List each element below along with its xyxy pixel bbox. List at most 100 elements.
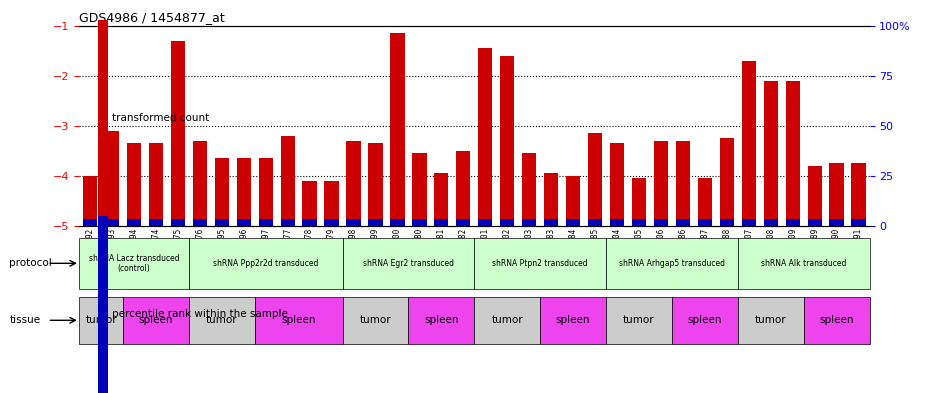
Bar — [457, 219, 471, 226]
Bar — [474, 297, 540, 344]
Bar — [720, 219, 734, 226]
Text: tissue: tissue — [9, 315, 40, 325]
Text: shRNA Egr2 transduced: shRNA Egr2 transduced — [363, 259, 454, 268]
Bar — [105, 219, 119, 226]
Text: spleen: spleen — [424, 315, 458, 325]
Bar — [368, 219, 382, 226]
Bar — [741, 61, 756, 226]
Bar — [149, 143, 163, 226]
Text: spleen: spleen — [282, 315, 316, 325]
Bar — [83, 219, 97, 226]
Bar — [79, 297, 123, 344]
Bar — [500, 55, 514, 226]
Text: shRNA Ppp2r2d transduced: shRNA Ppp2r2d transduced — [213, 259, 318, 268]
Bar — [193, 141, 207, 226]
Bar — [457, 151, 471, 226]
Bar — [720, 138, 734, 226]
Bar — [105, 131, 119, 226]
Bar — [342, 297, 408, 344]
Bar — [171, 40, 185, 226]
Bar — [302, 181, 317, 226]
Bar — [346, 141, 361, 226]
Bar — [346, 219, 361, 226]
Text: tumor: tumor — [491, 315, 523, 325]
Bar — [631, 219, 646, 226]
Bar — [281, 219, 295, 226]
Text: shRNA Alk transduced: shRNA Alk transduced — [761, 259, 846, 268]
Bar — [631, 178, 646, 226]
Bar — [478, 219, 492, 226]
Bar — [676, 141, 690, 226]
Bar — [79, 238, 189, 289]
Bar — [149, 219, 163, 226]
Bar — [193, 219, 207, 226]
Text: shRNA Ptpn2 transduced: shRNA Ptpn2 transduced — [492, 259, 588, 268]
Bar — [474, 238, 606, 289]
Bar — [610, 219, 624, 226]
Bar — [123, 297, 189, 344]
Text: tumor: tumor — [86, 315, 117, 325]
Text: spleen: spleen — [556, 315, 591, 325]
Bar — [654, 219, 668, 226]
Bar — [434, 173, 448, 226]
Bar — [412, 153, 427, 226]
Bar — [606, 238, 737, 289]
Bar — [83, 176, 97, 226]
Bar — [281, 136, 295, 226]
Bar — [830, 219, 844, 226]
Bar — [325, 181, 339, 226]
Bar — [236, 158, 251, 226]
Bar — [852, 219, 866, 226]
Bar — [804, 297, 870, 344]
Bar — [807, 166, 822, 226]
Bar — [391, 219, 405, 226]
Bar — [544, 219, 558, 226]
Bar — [325, 219, 339, 226]
Bar — [786, 219, 800, 226]
Bar — [171, 219, 185, 226]
Bar — [126, 143, 141, 226]
Bar — [522, 153, 537, 226]
Bar — [830, 163, 844, 226]
Text: shRNA Arhgap5 transduced: shRNA Arhgap5 transduced — [619, 259, 724, 268]
Bar — [342, 238, 474, 289]
Bar — [434, 219, 448, 226]
Bar — [259, 158, 272, 226]
Text: tumor: tumor — [623, 315, 655, 325]
Bar — [654, 141, 668, 226]
Bar — [588, 219, 603, 226]
Bar — [540, 297, 606, 344]
Bar — [255, 297, 342, 344]
Bar — [408, 297, 474, 344]
Bar — [522, 219, 537, 226]
Bar — [259, 219, 272, 226]
Bar — [566, 219, 580, 226]
Bar — [764, 219, 777, 226]
Bar — [544, 173, 558, 226]
Text: transformed count: transformed count — [113, 113, 209, 123]
Bar — [698, 178, 712, 226]
Bar — [741, 219, 756, 226]
Bar — [391, 33, 405, 226]
Bar — [236, 219, 251, 226]
Bar — [698, 219, 712, 226]
Bar — [676, 219, 690, 226]
Text: tumor: tumor — [360, 315, 392, 325]
Bar — [606, 297, 671, 344]
Bar — [215, 219, 229, 226]
Bar — [566, 176, 580, 226]
Bar — [671, 297, 737, 344]
Bar — [478, 48, 492, 226]
Bar — [852, 163, 866, 226]
Text: shRNA Lacz transduced
(control): shRNA Lacz transduced (control) — [88, 253, 179, 273]
Text: percentile rank within the sample: percentile rank within the sample — [113, 309, 288, 320]
Bar — [588, 133, 603, 226]
Text: spleen: spleen — [819, 315, 854, 325]
Bar — [302, 219, 317, 226]
Bar — [189, 297, 255, 344]
Bar — [500, 219, 514, 226]
Bar — [786, 81, 800, 226]
Text: tumor: tumor — [206, 315, 237, 325]
Bar — [189, 238, 342, 289]
Bar — [412, 219, 427, 226]
